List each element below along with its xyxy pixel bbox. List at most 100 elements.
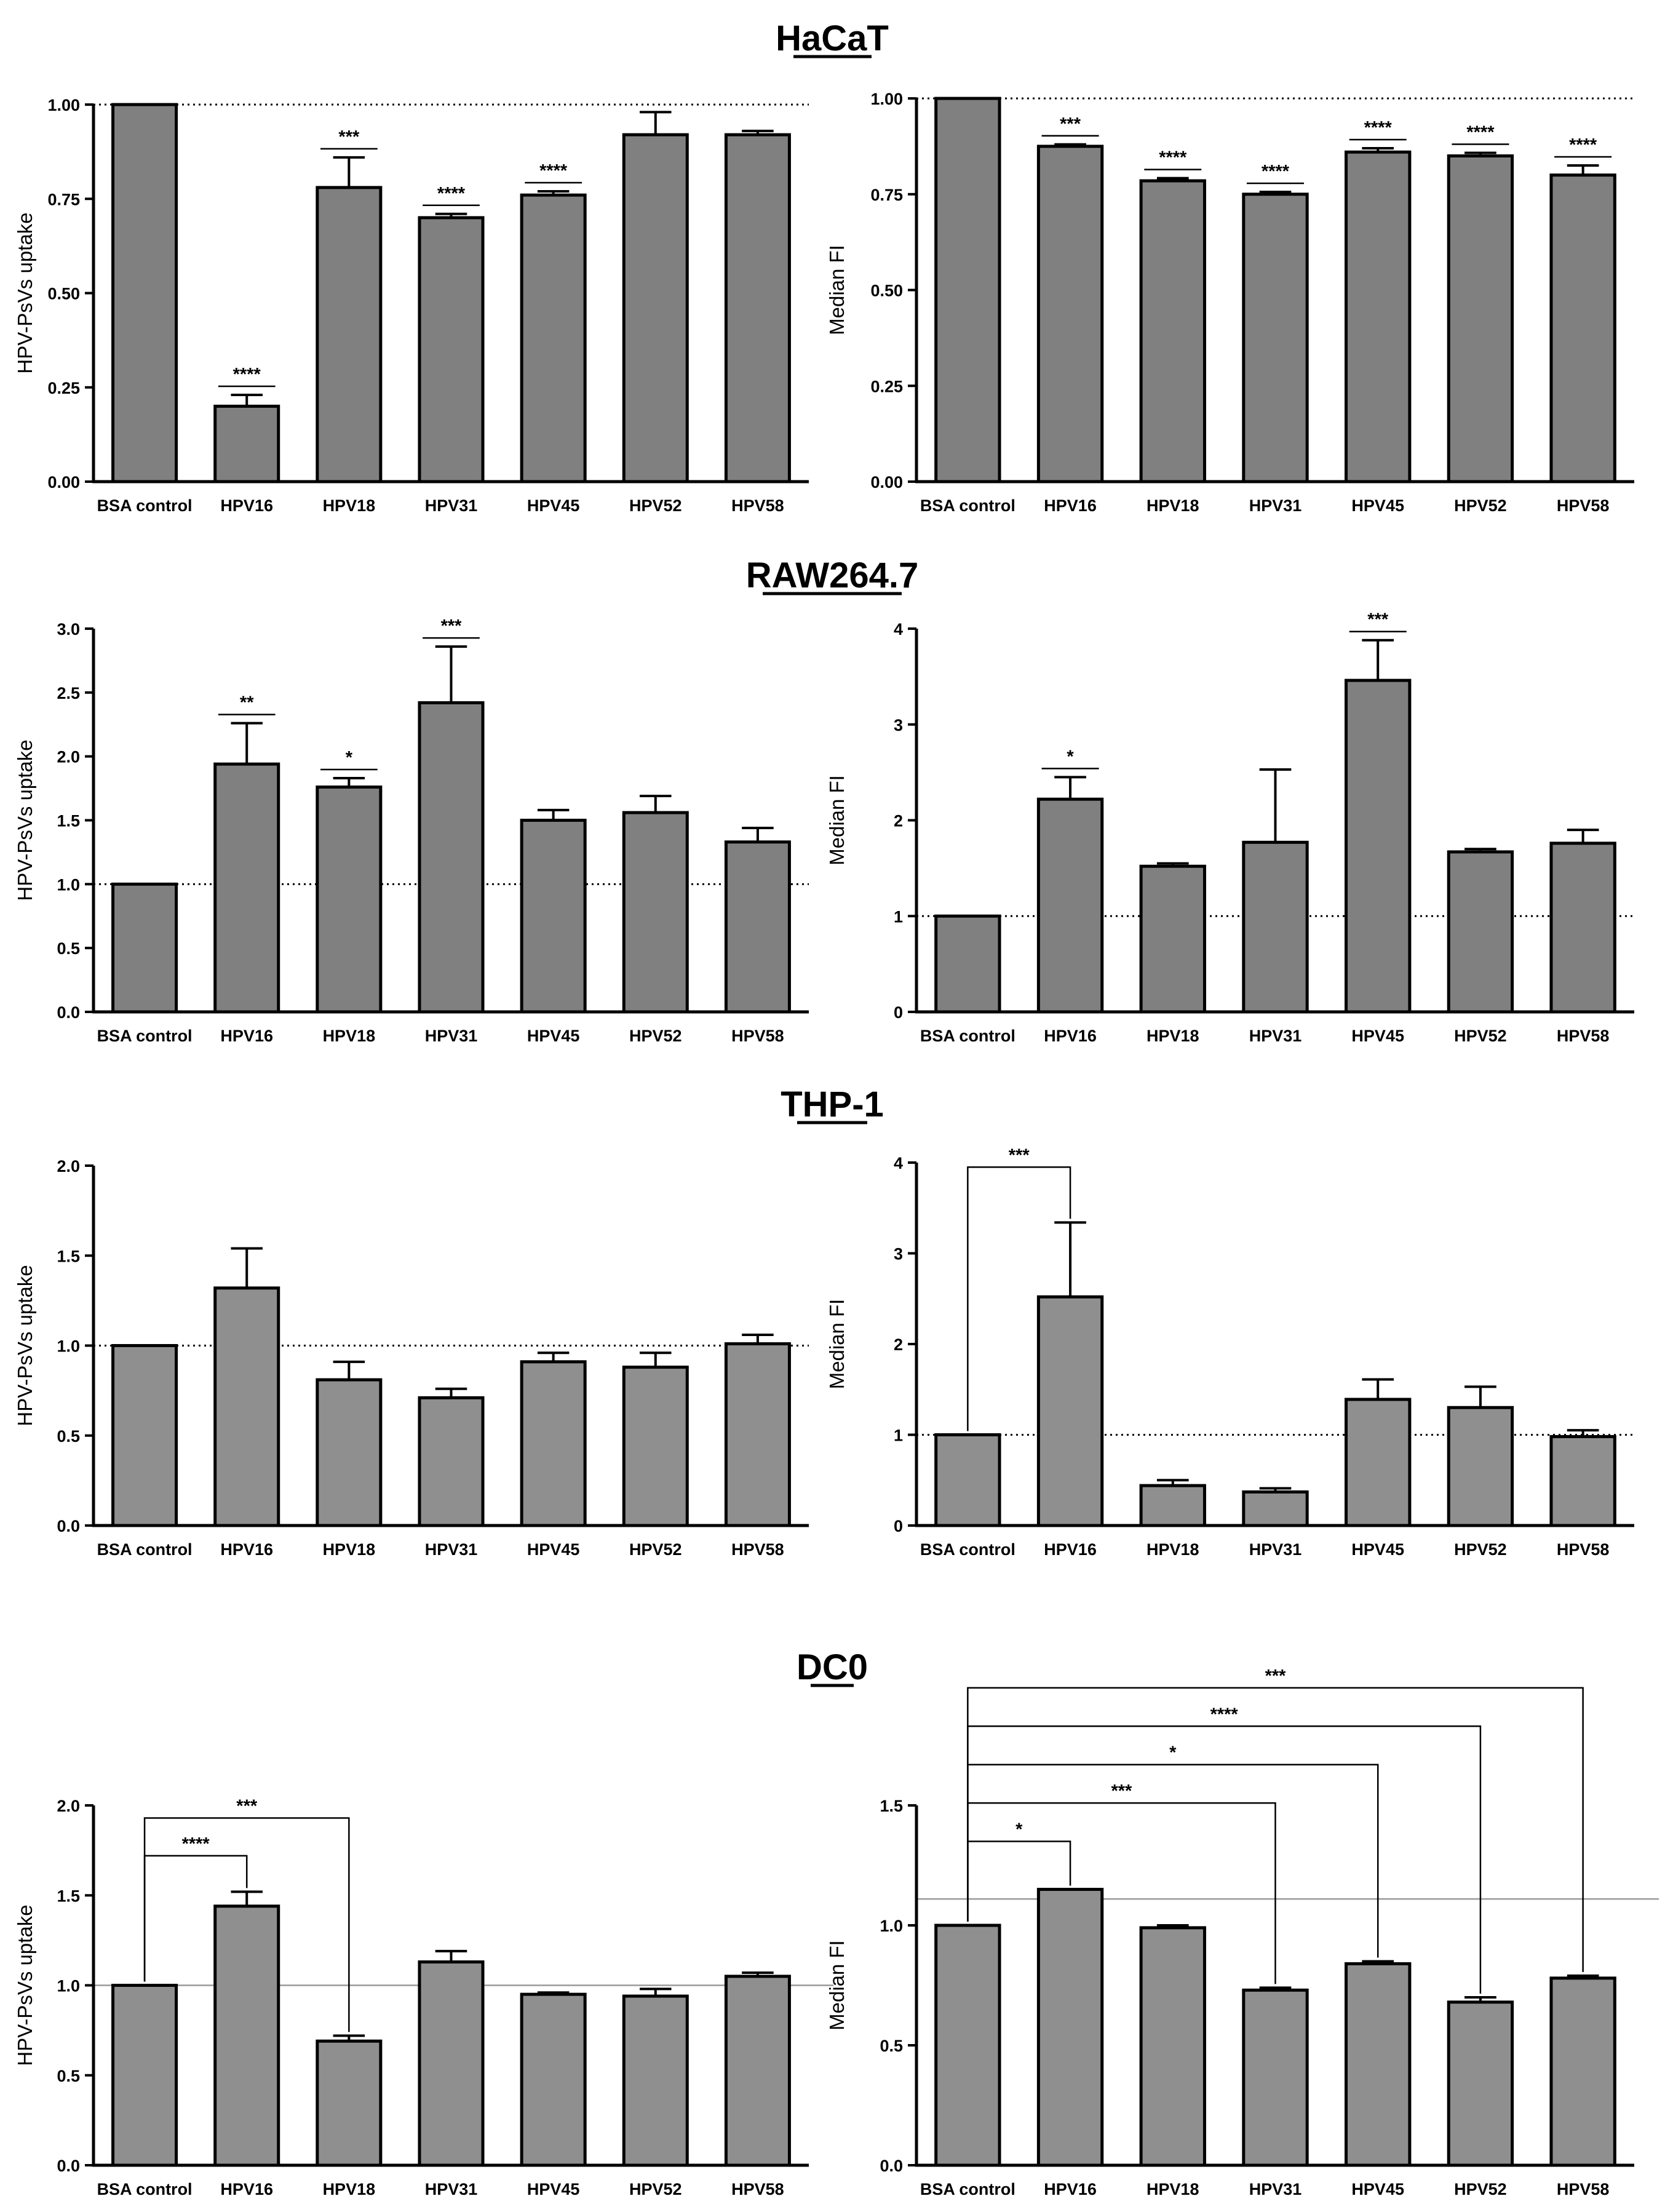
hacat-median-fi-chart: BSA control HPV16 HPV18 HPV31 HPV45 HPV52 HPV5… — [825, 90, 1634, 515]
dc0-uptake-chart: BSA control HPV16 HPV18 HPV31 HPV45 HPV52 HPV5… — [14, 1796, 833, 2198]
dc0-median-fi-y-tick-label: 0.0 — [880, 2157, 903, 2175]
dc0-uptake-bar-hpv58 — [724, 1975, 791, 2167]
thp1-uptake-x-tick-label-hpv18: HPV18 — [323, 1540, 376, 1559]
raw2647-median-fi-bar-hpv31 — [1242, 840, 1309, 1014]
thp1-uptake-bar-hpv31 — [418, 1396, 485, 1527]
hacat-median-fi-x-tick-label-hpv52: HPV52 — [1454, 496, 1507, 515]
thp1-uptake-x-tick-label-hpv52: HPV52 — [629, 1540, 682, 1559]
hacat-median-fi-significance-label-hpv58: **** — [1569, 135, 1597, 155]
section-title-hacat: HaCaT — [776, 18, 889, 58]
thp1-median-fi-bar-hpv18 — [1139, 1484, 1206, 1527]
thp1-median-fi-y-tick-label: 2 — [894, 1335, 903, 1354]
hacat-median-fi-significance-label-hpv45: **** — [1364, 118, 1393, 138]
raw2647-median-fi-y-tick-label: 2 — [894, 812, 903, 830]
hacat-uptake-significance-label-hpv31: **** — [437, 184, 466, 204]
section-title-dc0: DC0 — [797, 1647, 868, 1687]
raw2647-uptake-bar-hpv52 — [622, 811, 689, 1014]
dc0-median-fi-comparison-label-0: * — [1015, 1820, 1023, 1840]
dc0-median-fi-x-tick-label-hpv18: HPV18 — [1146, 2180, 1199, 2198]
hacat-uptake-bar-hpv58 — [724, 133, 791, 483]
hacat-median-fi-y-tick-label: 0.50 — [870, 282, 903, 300]
raw2647-uptake-y-tick-label: 3.0 — [57, 620, 80, 639]
raw2647-uptake-y-tick-label: 1.5 — [57, 812, 80, 830]
section-title-hacat-text: HaCaT — [776, 18, 889, 58]
hacat-median-fi-y-tick-label: 0.25 — [870, 377, 903, 396]
thp1-median-fi-y-tick-label: 1 — [894, 1426, 903, 1445]
hacat-uptake-y-tick-label: 0.25 — [47, 379, 80, 397]
thp1-uptake-x-tick-label-bsa-control: BSA control — [97, 1540, 193, 1559]
thp1-median-fi-x-tick-label-hpv16: HPV16 — [1044, 1540, 1097, 1559]
hacat-median-fi-significance-label-hpv52: **** — [1466, 122, 1495, 142]
raw2647-uptake-bar-bsa-control — [111, 882, 178, 1014]
hacat-uptake-x-tick-label-hpv58: HPV58 — [731, 496, 784, 515]
thp1-uptake-y-tick-label: 0.5 — [57, 1427, 80, 1446]
raw2647-median-fi-significance-label-hpv16: * — [1067, 747, 1074, 766]
thp1-median-fi-comparison-bracket-0 — [967, 1166, 1071, 1431]
raw2647-uptake-significance-label-hpv16: ** — [240, 693, 254, 713]
hacat-median-fi-y-tick-label: 0.75 — [870, 186, 903, 204]
dc0-uptake-bar-bsa-control — [111, 1984, 178, 2167]
hacat-uptake-y-tick-label: 0.75 — [47, 190, 80, 209]
raw2647-uptake-x-tick-label-hpv45: HPV45 — [527, 1027, 580, 1045]
thp1-median-fi-x-tick-label-hpv18: HPV18 — [1146, 1540, 1199, 1559]
dc0-uptake-comparison-label-1: *** — [236, 1796, 258, 1816]
hacat-uptake-bar-hpv52 — [622, 133, 689, 483]
raw2647-median-fi-bar-hpv16 — [1036, 797, 1104, 1014]
raw2647-uptake-significance-label-hpv18: * — [346, 748, 353, 768]
raw2647-median-fi-y-tick-label: 4 — [894, 620, 903, 639]
hacat-uptake-bar-hpv18 — [316, 186, 383, 483]
thp1-uptake-bar-hpv52 — [622, 1366, 689, 1527]
raw2647-median-fi-chart: BSA control HPV16 HPV18 HPV31 HPV45 HPV52 HPV5… — [825, 610, 1634, 1045]
raw2647-uptake-bar-hpv16 — [213, 762, 280, 1014]
hacat-uptake-y-tick-label: 0.50 — [47, 285, 80, 303]
thp1-median-fi-y-tick-label: 4 — [894, 1154, 903, 1172]
dc0-median-fi-comparison-bracket-1 — [967, 1802, 1276, 1984]
hacat-uptake-significance-label-hpv16: **** — [233, 365, 261, 384]
raw2647-uptake-x-tick-label-hpv31: HPV31 — [425, 1027, 478, 1045]
hacat-median-fi-bar-hpv58 — [1549, 173, 1616, 483]
dc0-median-fi-y-tick-label: 0.5 — [880, 2037, 903, 2055]
dc0-median-fi-y-axis-label: Median FI — [825, 1940, 848, 2031]
raw2647-median-fi-x-tick-label-hpv16: HPV16 — [1044, 1027, 1097, 1045]
raw2647-uptake-y-tick-label: 0.0 — [57, 1003, 80, 1022]
dc0-uptake-x-tick-label-bsa-control: BSA control — [97, 2180, 193, 2198]
hacat-median-fi-bar-hpv45 — [1345, 150, 1412, 483]
section-title-raw2647: RAW264.7 — [746, 555, 918, 595]
thp1-uptake-y-tick-label: 1.5 — [57, 1247, 80, 1265]
hacat-uptake-x-tick-label-bsa-control: BSA control — [97, 496, 193, 515]
hacat-uptake-chart: BSA control HPV16 HPV18 HPV31 HPV45 HPV52 HPV5… — [14, 96, 809, 515]
hacat-median-fi-bar-hpv52 — [1447, 154, 1514, 483]
hacat-uptake-x-tick-label-hpv18: HPV18 — [323, 496, 376, 515]
raw2647-uptake-bar-hpv18 — [316, 786, 383, 1014]
raw2647-median-fi-y-tick-label: 0 — [894, 1003, 903, 1022]
hacat-uptake-bar-bsa-control — [111, 103, 178, 483]
dc0-median-fi-bar-hpv31 — [1242, 1988, 1309, 2167]
thp1-median-fi-x-tick-label-hpv58: HPV58 — [1557, 1540, 1610, 1559]
thp1-median-fi-bar-hpv52 — [1447, 1406, 1514, 1527]
raw2647-median-fi-y-tick-label: 3 — [894, 716, 903, 734]
thp1-uptake-x-tick-label-hpv16: HPV16 — [220, 1540, 273, 1559]
hacat-uptake-x-tick-label-hpv31: HPV31 — [425, 496, 478, 515]
thp1-uptake-y-tick-label: 1.0 — [57, 1337, 80, 1356]
dc0-median-fi-comparison-bracket-4 — [967, 1687, 1584, 1972]
thp1-median-fi-bar-hpv16 — [1036, 1295, 1104, 1527]
raw2647-uptake-bar-hpv31 — [418, 701, 485, 1014]
dc0-median-fi-y-tick-label: 1.0 — [880, 1917, 903, 1935]
dc0-median-fi-comparison-label-1: *** — [1111, 1781, 1132, 1801]
raw2647-median-fi-x-tick-label-hpv18: HPV18 — [1146, 1027, 1199, 1045]
raw2647-uptake-y-tick-label: 2.5 — [57, 684, 80, 702]
raw2647-uptake-x-tick-label-bsa-control: BSA control — [97, 1027, 193, 1045]
hacat-median-fi-x-tick-label-bsa-control: BSA control — [920, 496, 1015, 515]
section-title-raw2647-text: RAW264.7 — [746, 555, 918, 595]
raw2647-median-fi-x-tick-label-hpv45: HPV45 — [1351, 1027, 1404, 1045]
raw2647-median-fi-bar-hpv45 — [1345, 678, 1412, 1014]
raw2647-uptake-x-tick-label-hpv18: HPV18 — [323, 1027, 376, 1045]
thp1-uptake-chart: BSA control HPV16 HPV18 HPV31 HPV45 HPV52 HPV5… — [14, 1157, 809, 1559]
raw2647-median-fi-x-tick-label-hpv31: HPV31 — [1249, 1027, 1302, 1045]
raw2647-median-fi-x-tick-label-hpv52: HPV52 — [1454, 1027, 1507, 1045]
dc0-uptake-x-tick-label-hpv31: HPV31 — [425, 2180, 478, 2198]
dc0-median-fi-x-tick-label-hpv16: HPV16 — [1044, 2180, 1097, 2198]
raw2647-uptake-y-tick-label: 1.0 — [57, 875, 80, 894]
hacat-uptake-x-tick-label-hpv16: HPV16 — [220, 496, 273, 515]
